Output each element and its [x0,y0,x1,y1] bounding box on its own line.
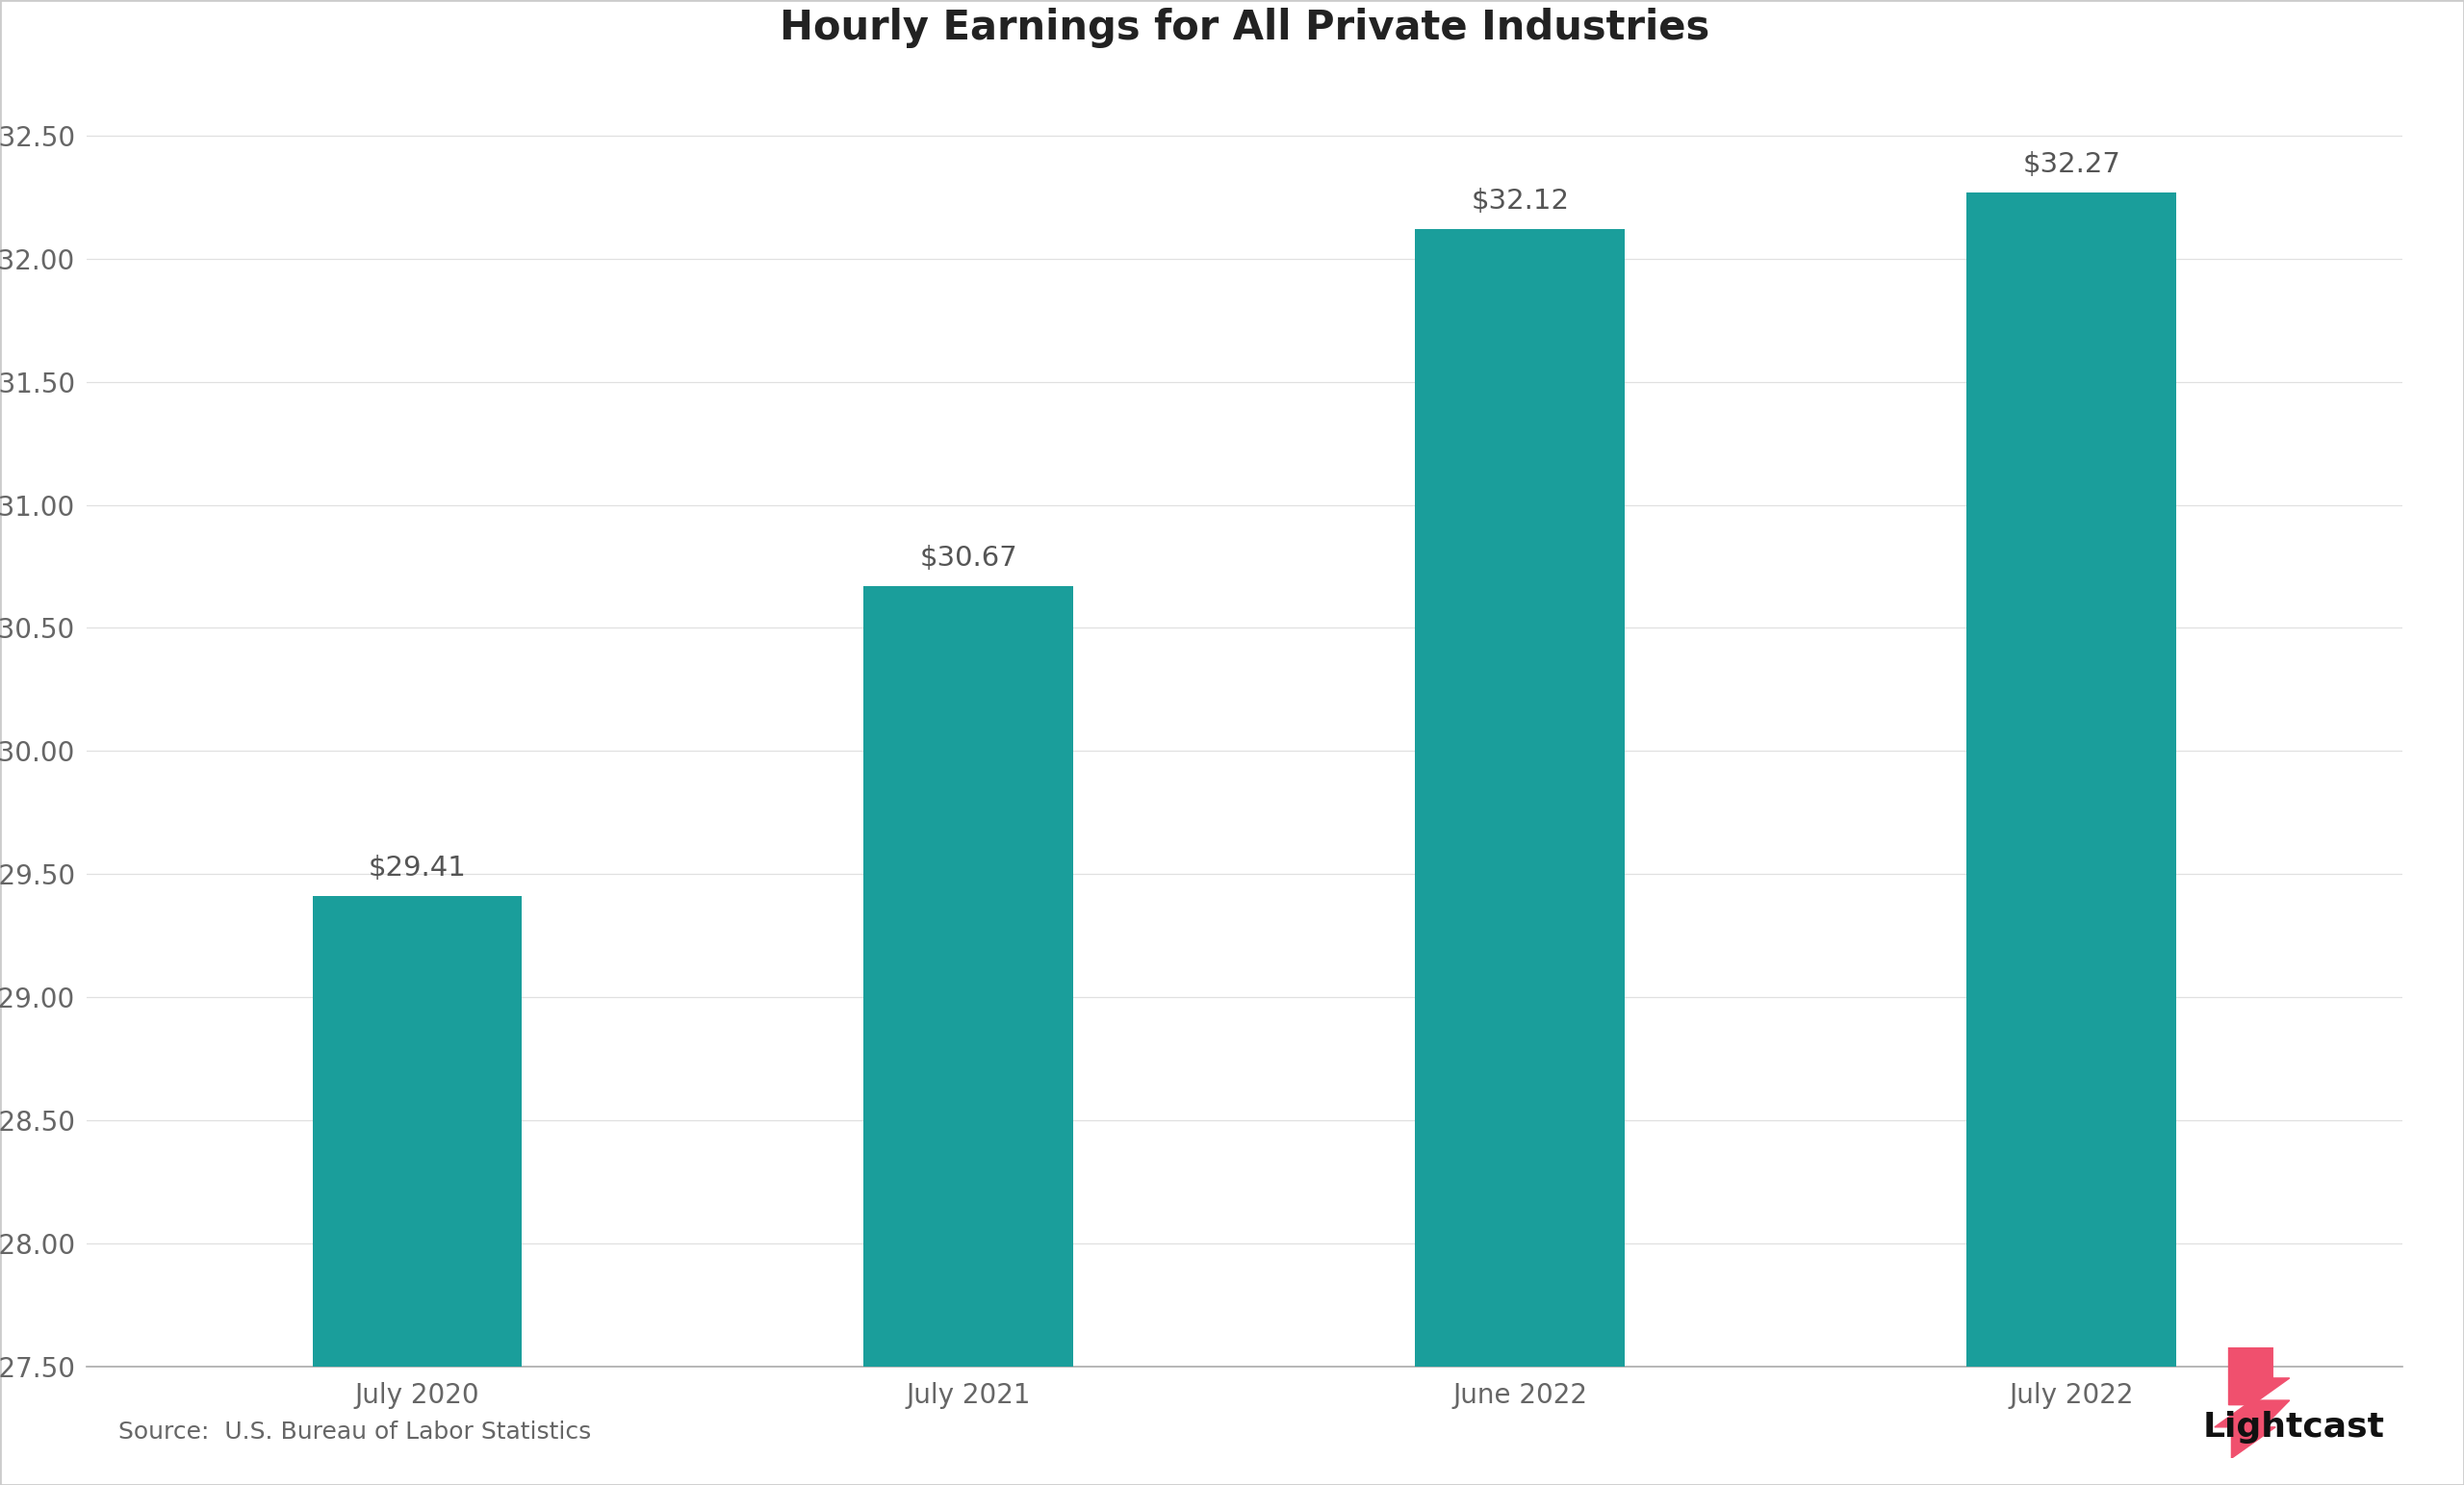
Bar [313,895,522,1366]
Text: $29.41: $29.41 [367,854,466,882]
Text: $32.12: $32.12 [1471,187,1570,214]
Text: $30.67: $30.67 [919,545,1018,572]
Polygon shape [2215,1400,2289,1458]
Bar [1414,229,1624,1366]
Polygon shape [2230,1347,2289,1405]
Text: Lightcast: Lightcast [2203,1411,2385,1443]
Title: Hourly Earnings for All Private Industries: Hourly Earnings for All Private Industri… [779,7,1710,48]
Text: Source:  U.S. Bureau of Labor Statistics: Source: U.S. Bureau of Labor Statistics [118,1420,591,1443]
Bar [1966,193,2176,1366]
Bar [865,587,1074,1366]
Text: $32.27: $32.27 [2023,150,2122,178]
